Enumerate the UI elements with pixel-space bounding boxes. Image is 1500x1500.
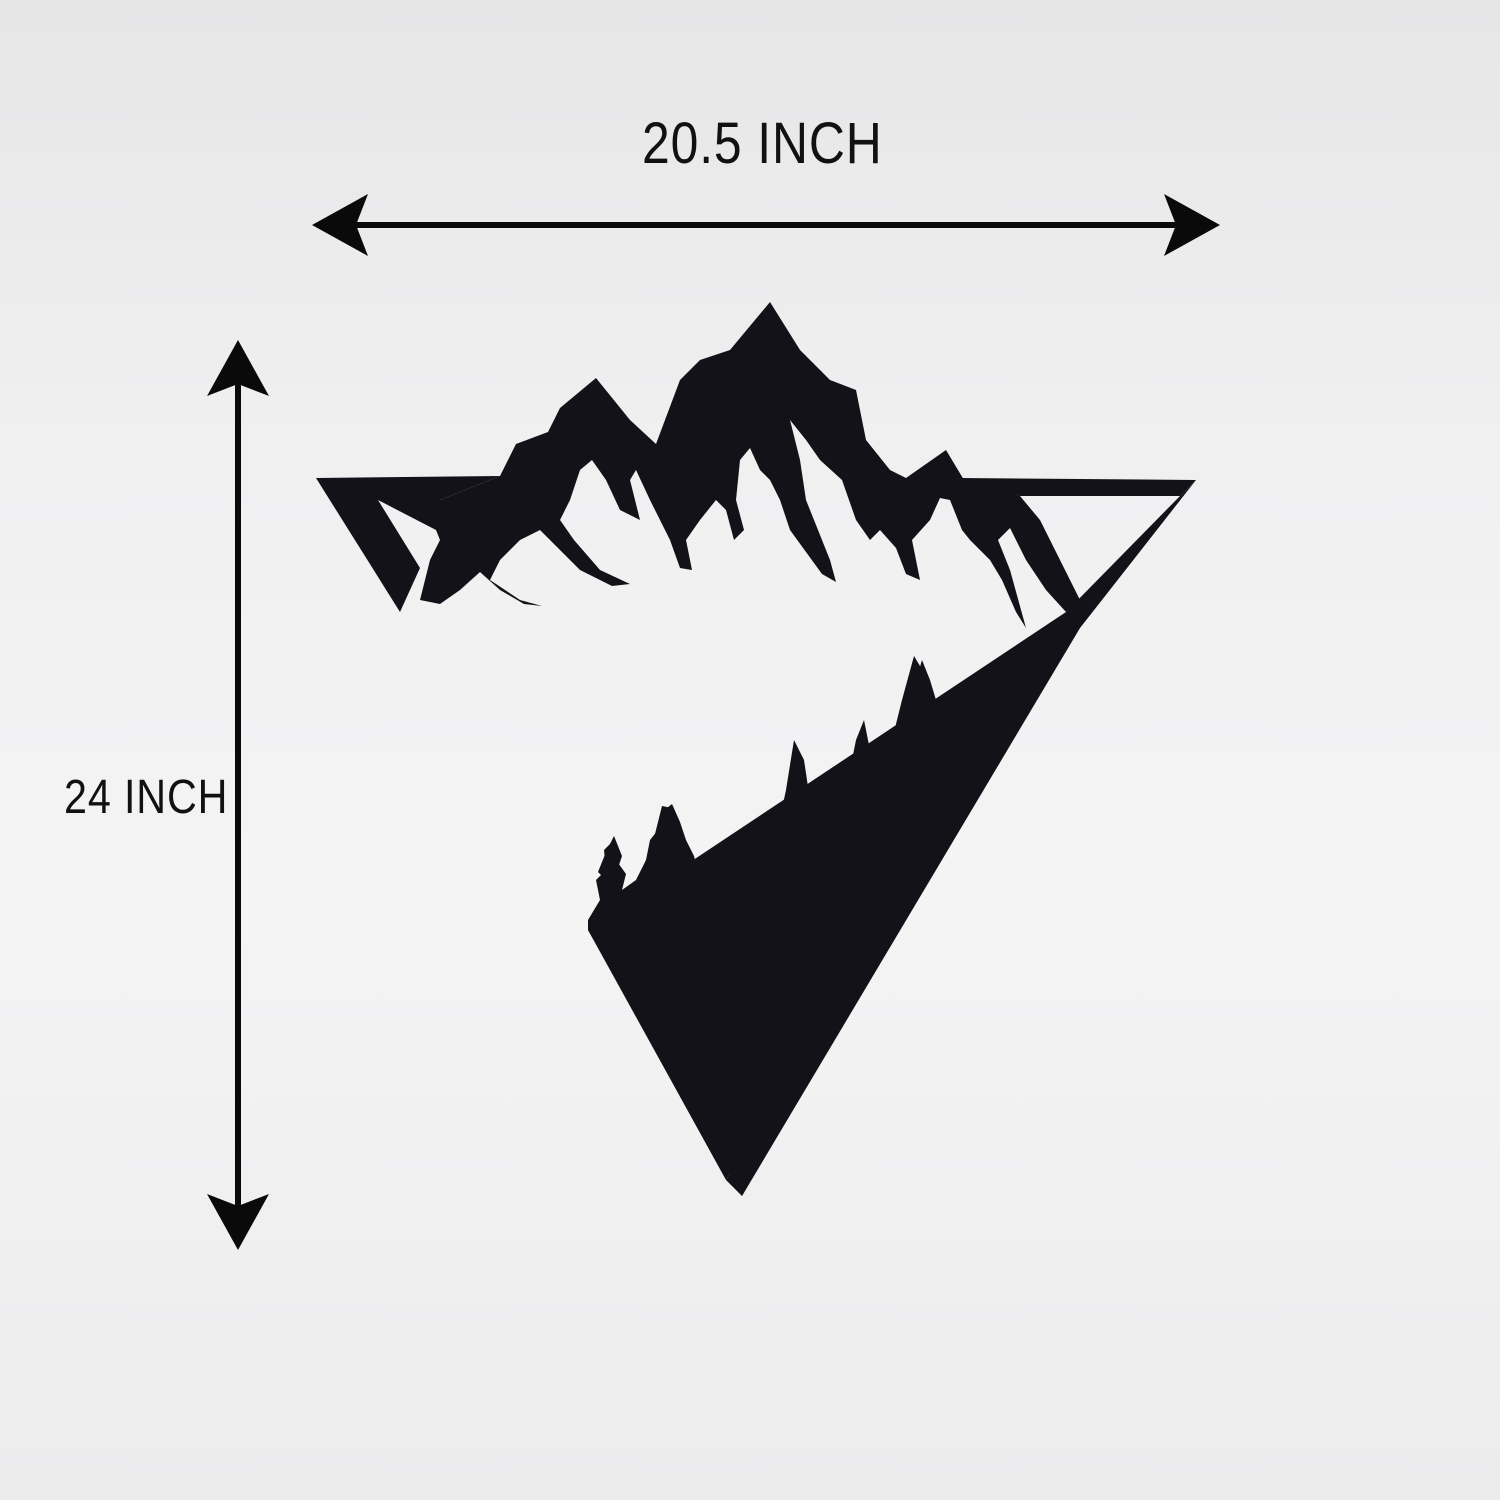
height-dimension-label: 24 INCH: [64, 771, 229, 824]
frame-right-arm: [960, 478, 1196, 496]
mountain-range: [378, 302, 1080, 628]
frame-left-arm: [316, 476, 500, 612]
forest-body: [588, 612, 1066, 1196]
tree-1: [598, 836, 624, 880]
frame-right-edge: [726, 480, 1196, 1196]
mountain-forest-wall-art-icon: [316, 302, 1196, 1196]
width-arrow-icon: [312, 194, 1220, 256]
width-dimension-label: 20.5 INCH: [642, 111, 883, 176]
height-arrow-icon: [207, 340, 269, 1250]
tree-2: [652, 806, 690, 862]
